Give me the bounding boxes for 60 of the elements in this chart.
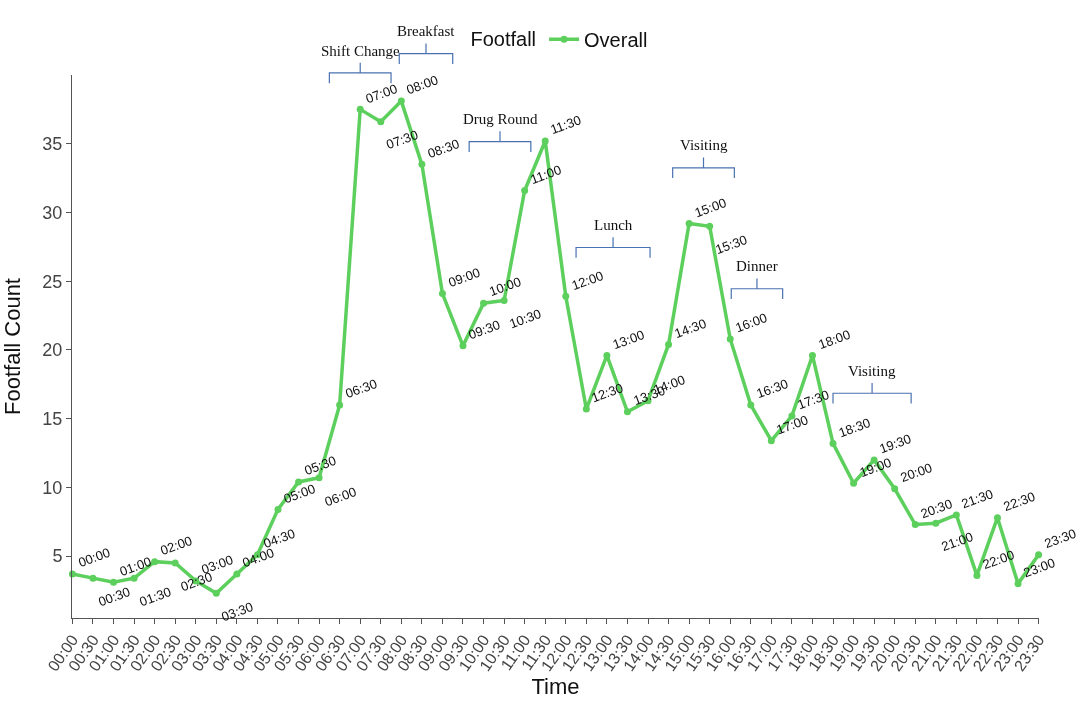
annotation: 08:30 [425,135,462,162]
annotation: Lunch [594,217,633,233]
annotation: 15:00 [692,195,729,221]
annotation: Dinner [736,258,778,274]
y-tick-label: 35 [42,134,63,155]
y-tick-label: 10 [42,477,63,498]
text: Breakfast [397,23,456,39]
annotation: Visiting [680,137,728,153]
annotation: 06:30 [343,375,380,402]
annotation: 14:30 [672,315,709,342]
y-tick-label: 20 [42,340,63,361]
annotation: 19:30 [877,431,914,457]
annotation: 02:00 [158,532,195,559]
annotation: 09:30 [466,317,503,343]
annotation: 21:30 [959,486,996,512]
annotation: 18:30 [836,415,873,441]
annotation: 17:30 [795,386,832,413]
annotation: 17:00 [774,412,811,438]
legend-title: Footfall [470,27,537,50]
text: Shift Change [321,43,401,59]
y-tick-label: 15 [42,408,63,429]
annotation: 16:00 [733,310,770,336]
annotation: 21:00 [939,528,976,555]
annotation: 01:00 [117,553,154,580]
annotation: Visiting [848,363,896,379]
y-axis-title: Footfall Count [0,278,26,415]
annotation: 07:30 [384,126,420,153]
annotation: 05:30 [302,452,339,479]
annotation: 16:30 [754,375,791,402]
y-tick-label: 25 [42,271,63,292]
annotation: 23:00 [1021,555,1058,581]
annotation: 07:00 [363,81,400,107]
annotation: 20:00 [898,459,935,486]
annotation: 08:00 [404,72,441,98]
annotation: 11:30 [548,112,584,138]
annotation: 12:30 [589,380,626,406]
annotation: 13:00 [610,326,647,353]
annotation: 03:30 [219,599,256,625]
annotation: 06:00 [322,484,359,510]
annotation: Drug Round [463,111,539,127]
annotation: 10:30 [507,306,544,332]
annotation: 22:30 [1001,488,1038,515]
annotation: 22:00 [980,546,1017,573]
annotation: 12:00 [569,267,606,294]
legend-label: Overall [584,29,648,52]
annotation: 09:00 [446,264,483,291]
annotation: 00:00 [76,544,113,571]
annotation: 11:00 [528,162,564,187]
annotation: 20:30 [918,496,955,522]
annotation: 15:30 [713,231,750,258]
y-tick-label: 30 [42,202,63,223]
annotation: 23:30 [1042,525,1079,552]
annotation: 10:00 [487,273,523,300]
annotation: 00:30 [96,583,133,610]
annotation: 19:00 [857,454,894,481]
annotation: 18:00 [816,326,853,353]
y-tick-label: 5 [52,546,63,567]
annotation: 01:30 [137,584,174,610]
x-axis-title: Time [531,674,580,700]
annotation: 05:00 [281,480,318,507]
